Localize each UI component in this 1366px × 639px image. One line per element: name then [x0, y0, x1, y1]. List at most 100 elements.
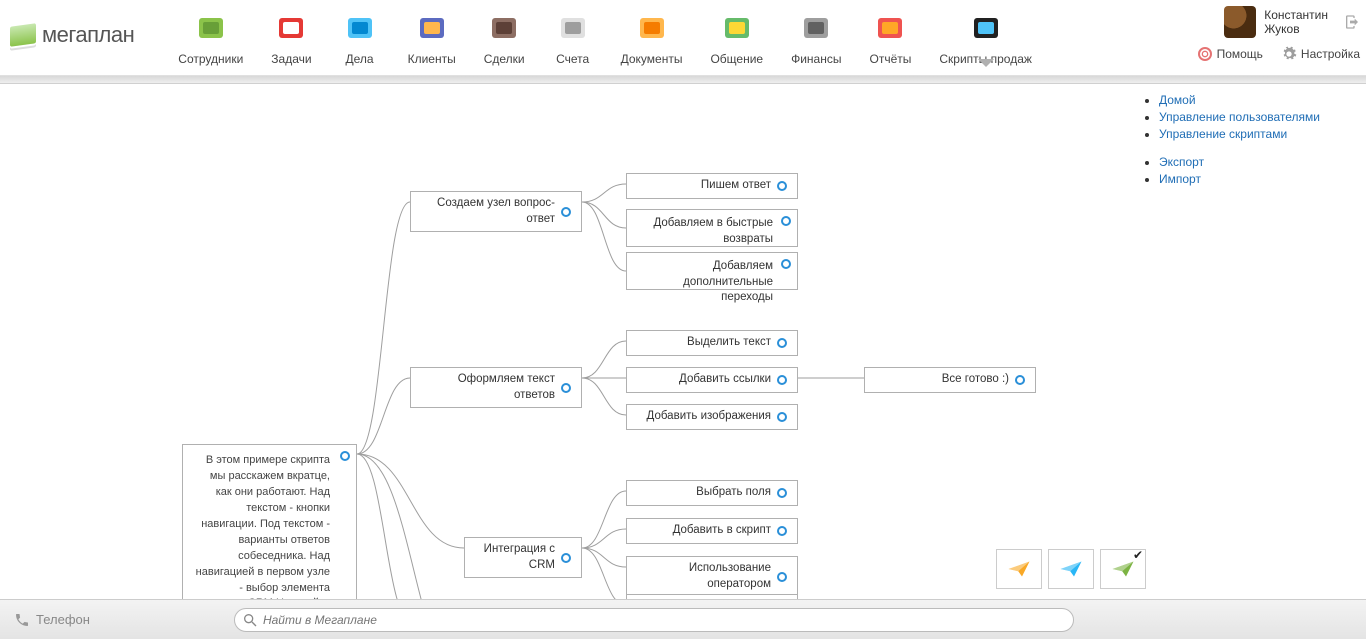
- paper-plane-icon: [1006, 560, 1032, 578]
- logout-icon[interactable]: [1344, 14, 1360, 30]
- sidebar-link[interactable]: Импорт: [1159, 172, 1201, 186]
- gear-icon: [1281, 46, 1297, 62]
- search-wrap: [234, 608, 1074, 632]
- node-dot-icon: [1015, 375, 1025, 385]
- diagram-leaf-node[interactable]: Добавляем в быстрые возвраты: [626, 209, 798, 247]
- nav-item-docs[interactable]: Документы: [607, 4, 697, 66]
- settings-label: Настройка: [1301, 47, 1360, 61]
- diagram-leaf-node[interactable]: Выделить текст: [626, 330, 798, 356]
- node-dot-icon: [561, 383, 571, 393]
- node-dot-icon: [777, 181, 787, 191]
- search-icon: [242, 612, 258, 628]
- reports-icon: [870, 8, 910, 48]
- diagram-leaf-node[interactable]: Добавить ссылки: [626, 367, 798, 393]
- plane-option-1[interactable]: [1048, 549, 1094, 589]
- node-label: Использование оператором: [635, 561, 771, 592]
- nav-item-bills[interactable]: Счета: [539, 4, 607, 66]
- nav-label-finance: Финансы: [791, 52, 841, 66]
- sidebar-item: Домой: [1159, 93, 1366, 107]
- diagram-leaf-node[interactable]: Выбрать поля: [626, 480, 798, 506]
- finance-icon: [796, 8, 836, 48]
- nav-label-chat: Общение: [710, 52, 763, 66]
- node-dot-icon: [561, 207, 571, 217]
- top-nav: мегаплан Сотрудники Задачи Дела Клиенты …: [0, 0, 1366, 76]
- node-dot-icon: [777, 526, 787, 536]
- sidebar-item: Управление скриптами: [1159, 127, 1366, 141]
- nav-item-deals_cal[interactable]: Дела: [326, 4, 394, 66]
- sidebar-item: Экспорт: [1159, 155, 1366, 169]
- node-dot-icon: [781, 259, 791, 269]
- node-label: Добавить в скрипт: [673, 523, 771, 539]
- diagram-leaf-node[interactable]: Использование оператором: [626, 556, 798, 597]
- user-block[interactable]: Константин Жуков: [1224, 6, 1360, 38]
- diagram-mid-node[interactable]: Оформляем текст ответов: [410, 367, 582, 408]
- sidebar-item: Управление пользователями: [1159, 110, 1366, 124]
- nav-label-bills: Счета: [556, 52, 589, 66]
- node-dot-icon: [777, 572, 787, 582]
- bills-icon: [553, 8, 593, 48]
- node-label: Добавить изображения: [647, 409, 771, 425]
- tasks-icon: [271, 8, 311, 48]
- nav-item-finance[interactable]: Финансы: [777, 4, 855, 66]
- diagram-mid-node[interactable]: Интеграция с CRM: [464, 537, 582, 578]
- plane-switcher: [996, 549, 1146, 589]
- nav-item-employees[interactable]: Сотрудники: [164, 4, 257, 66]
- deals_cal-icon: [340, 8, 380, 48]
- node-dot-icon: [561, 553, 571, 563]
- phone-widget[interactable]: Телефон: [14, 612, 90, 628]
- diagram-root-node[interactable]: В этом примере скрипта мы расскажем вкра…: [182, 444, 357, 599]
- global-search-input[interactable]: [234, 608, 1074, 632]
- right-sidebar: Домой Управление пользователями Управление…: [1141, 90, 1366, 200]
- node-dot-icon: [777, 375, 787, 385]
- nav-item-scripts[interactable]: Скрипты продаж: [925, 4, 1046, 66]
- logo-icon: [10, 23, 36, 47]
- nav-right: Константин Жуков Помощь Настройка: [1197, 6, 1360, 62]
- diagram-leaf-node[interactable]: Добавляем дополнительные переходы: [626, 252, 798, 290]
- help-link[interactable]: Помощь: [1197, 46, 1263, 62]
- diagram-mid-node[interactable]: Создаем узел вопрос-ответ: [410, 191, 582, 232]
- plane-option-0[interactable]: [996, 549, 1042, 589]
- settings-link[interactable]: Настройка: [1281, 46, 1360, 62]
- node-label: Создаем узел вопрос-ответ: [419, 196, 555, 227]
- diagram-leaf-node[interactable]: Добавить изображения: [626, 404, 798, 430]
- nav-label-tasks: Задачи: [271, 52, 311, 66]
- nav-label-reports: Отчёты: [869, 52, 911, 66]
- help-row: Помощь Настройка: [1197, 46, 1360, 62]
- main-area: В этом примере скрипта мы расскажем вкра…: [0, 84, 1366, 599]
- script-canvas[interactable]: В этом примере скрипта мы расскажем вкра…: [0, 84, 1136, 599]
- node-dot-icon: [781, 216, 791, 226]
- diagram-leaf-node[interactable]: Все готово :): [864, 367, 1036, 393]
- sidebar-link[interactable]: Экспорт: [1159, 155, 1204, 169]
- paper-plane-icon: [1058, 560, 1084, 578]
- user-first: Константин: [1264, 8, 1328, 22]
- phone-icon: [14, 612, 30, 628]
- nav-separator: [0, 76, 1366, 84]
- sidebar-link[interactable]: Управление пользователями: [1159, 110, 1320, 124]
- nav-item-deals[interactable]: Сделки: [470, 4, 539, 66]
- diagram-leaf-node[interactable]: Пишем ответ: [626, 173, 798, 199]
- plane-option-2[interactable]: [1100, 549, 1146, 589]
- node-label: Выделить текст: [687, 335, 771, 351]
- scripts-icon: [966, 8, 1006, 48]
- node-label: Интеграция с CRM: [473, 542, 555, 573]
- nav-item-clients[interactable]: Клиенты: [394, 4, 470, 66]
- node-label: Добавить ссылки: [679, 372, 771, 388]
- node-dot-icon: [777, 338, 787, 348]
- brand-logo[interactable]: мегаплан: [10, 22, 134, 48]
- nav-label-scripts: Скрипты продаж: [939, 52, 1032, 66]
- nav-item-reports[interactable]: Отчёты: [855, 4, 925, 66]
- nav-label-clients: Клиенты: [408, 52, 456, 66]
- nav-item-chat[interactable]: Общение: [696, 4, 777, 66]
- nav-label-employees: Сотрудники: [178, 52, 243, 66]
- node-label: Все готово :): [942, 372, 1009, 388]
- chat-icon: [717, 8, 757, 48]
- sidebar-group-io: Экспорт Импорт: [1141, 155, 1366, 186]
- user-name: Константин Жуков: [1264, 8, 1328, 37]
- node-label: Выбрать поля: [696, 485, 771, 501]
- sidebar-link[interactable]: Управление скриптами: [1159, 127, 1287, 141]
- nav-item-tasks[interactable]: Задачи: [257, 4, 325, 66]
- deals-icon: [484, 8, 524, 48]
- node-dot-icon: [777, 488, 787, 498]
- sidebar-link[interactable]: Домой: [1159, 93, 1196, 107]
- diagram-leaf-node[interactable]: Добавить в скрипт: [626, 518, 798, 544]
